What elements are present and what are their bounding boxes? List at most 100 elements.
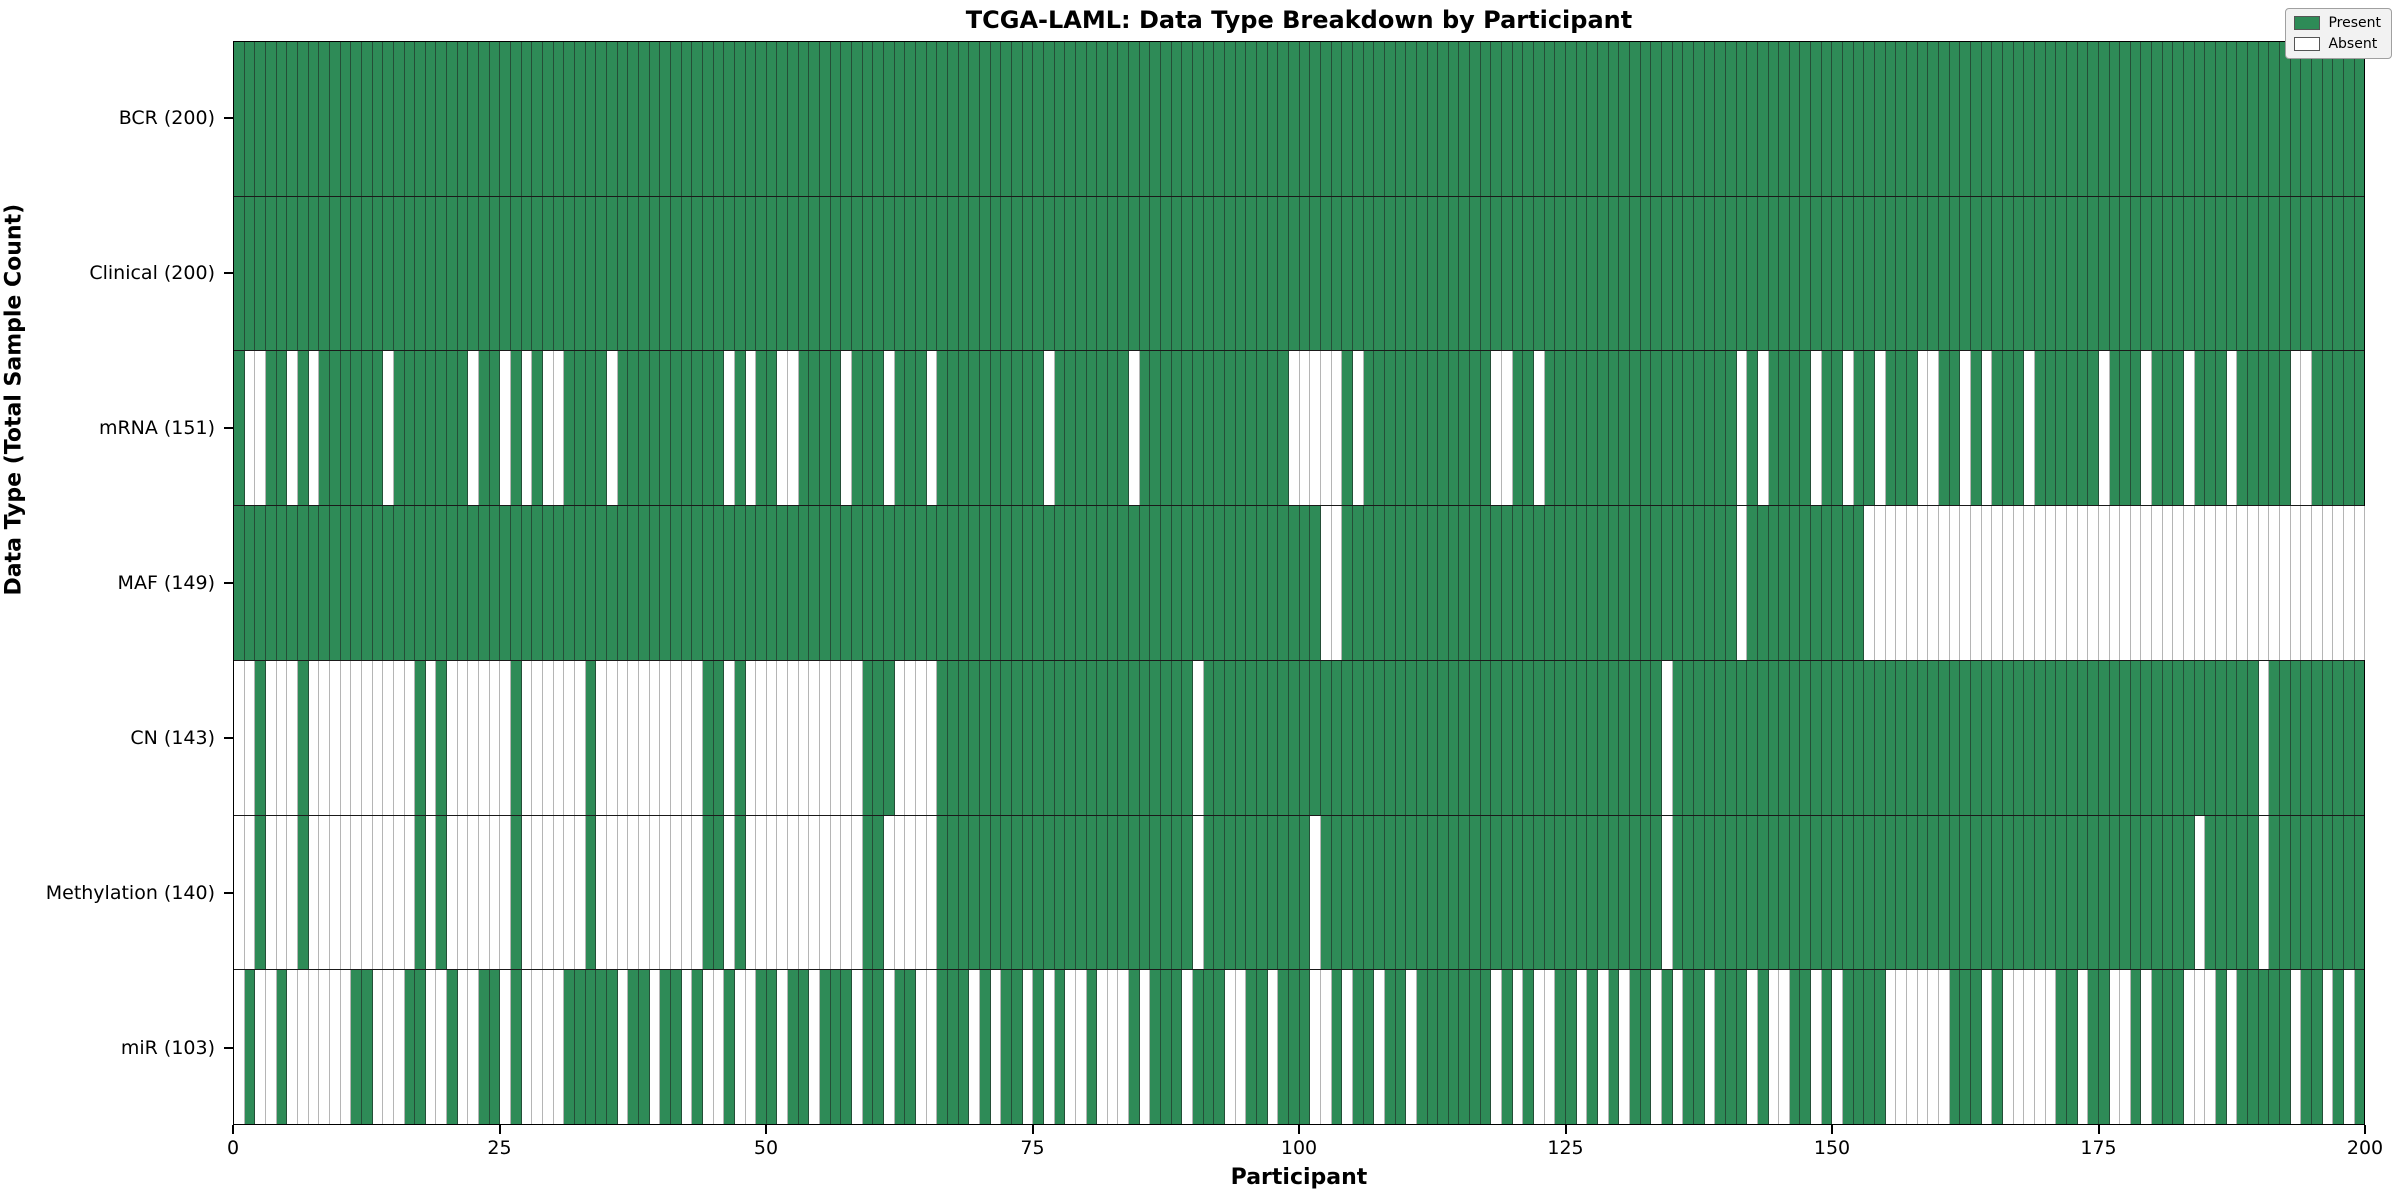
cell-mrna-p66-present [937,351,948,506]
cell-methylation-p100-present [1299,815,1311,970]
cell-clinical-p149-present [1821,196,1833,351]
cell-mir-p111-present [1416,970,1428,1125]
cell-methylation-p89-present [1182,815,1194,970]
cell-methylation-p27-absent [521,815,533,970]
cell-cn-p124-present [1555,660,1567,815]
cell-clinical-p161-present [1949,196,1961,351]
legend-label-absent: Absent [2328,36,2378,52]
cell-maf-p39-present [649,506,661,660]
cell-cn-p73-present [1011,660,1023,815]
cell-maf-p108-present [1384,506,1396,660]
cell-maf-p52-present [788,506,799,660]
cell-bcr-p174-present [2088,42,2099,196]
cell-mir-p194-present [2301,970,2312,1125]
cell-clinical-p148-present [1811,196,1822,351]
cell-mir-p129-present [1608,970,1620,1125]
cell-clinical-p15-present [393,196,405,351]
cell-bcr-p185-present [2205,42,2217,196]
cell-bcr-p9-present [329,42,341,196]
cell-maf-p174-absent [2088,506,2099,660]
cell-methylation-p77-present [1054,815,1066,970]
row-label-maf: MAF (149) [117,572,215,594]
cell-bcr-p12-present [361,42,373,196]
cell-mrna-p11-present [351,351,362,506]
cell-maf-p159-absent [1928,506,1939,660]
cell-methylation-p118-present [1491,815,1503,970]
cell-bcr-p68-present [958,42,970,196]
cell-mir-p113-present [1438,970,1449,1125]
cell-cn-p109-present [1395,660,1407,815]
cell-bcr-p40-present [660,42,671,196]
cell-maf-p41-present [670,506,682,660]
cell-mir-p158-absent [1917,970,1929,1125]
cell-maf-p21-present [457,506,469,660]
cell-cn-p15-absent [393,660,405,815]
cell-methylation-p42-absent [681,815,693,970]
cell-mir-p132-present [1640,970,1652,1125]
y-tick-clinical [224,272,233,275]
cell-methylation-p82-present [1107,815,1119,970]
cell-cn-p84-present [1129,660,1140,815]
cell-maf-p86-present [1150,506,1162,660]
cell-clinical-p125-present [1566,196,1577,351]
cell-methylation-p71-present [990,815,1002,970]
cell-cn-p116-present [1470,660,1481,815]
cell-clinical-p62-present [894,196,906,351]
cell-methylation-p19-present [436,815,448,970]
cell-methylation-p2-present [255,815,266,970]
heatmap-row-clinical [234,196,2365,352]
cell-clinical-p118-present [1491,196,1503,351]
cell-bcr-p167-present [2013,42,2025,196]
cell-methylation-p176-present [2109,815,2121,970]
cell-clinical-p79-present [1075,196,1087,351]
cell-mrna-p84-absent [1129,351,1140,506]
cell-cn-p80-present [1086,660,1098,815]
cell-cn-p169-present [2034,660,2046,815]
cell-cn-p23-absent [479,660,490,815]
cell-maf-p130-present [1619,506,1630,660]
cell-mir-p167-absent [2013,970,2025,1125]
cell-methylation-p68-present [958,815,970,970]
cell-bcr-p162-present [1960,42,1971,196]
legend-item-absent: Absent [2294,36,2381,52]
cell-mir-p185-absent [2205,970,2217,1125]
cell-cn-p184-present [2194,660,2206,815]
cell-methylation-p161-present [1949,815,1961,970]
cell-cn-p18-absent [425,660,437,815]
cell-maf-p170-absent [2045,506,2057,660]
cell-methylation-p128-present [1598,815,1609,970]
cell-clinical-p21-present [457,196,469,351]
cell-cn-p121-present [1523,660,1535,815]
cell-cn-p135-present [1672,660,1684,815]
cell-mir-p85-absent [1139,970,1151,1125]
cell-maf-p49-present [756,506,767,660]
cell-cn-p153-present [1864,660,1876,815]
cell-bcr-p139-present [1715,42,1726,196]
cell-clinical-p46-present [724,196,735,351]
cell-mrna-p133-present [1651,351,1662,506]
cell-mir-p27-absent [521,970,533,1125]
x-tick-mark-100 [1298,1125,1300,1134]
cell-clinical-p184-present [2194,196,2206,351]
cell-cn-p198-present [2343,660,2355,815]
cell-maf-p131-present [1629,506,1641,660]
cell-mrna-p136-present [1683,351,1694,506]
cell-bcr-p116-present [1470,42,1481,196]
cell-mrna-p169-present [2034,351,2046,506]
cell-methylation-p143-present [1757,815,1769,970]
cell-cn-p88-present [1171,660,1183,815]
cell-cn-p129-present [1608,660,1620,815]
cell-methylation-p193-present [2290,815,2302,970]
cell-clinical-p127-present [1587,196,1598,351]
cell-mir-p198-absent [2343,970,2355,1125]
cell-maf-p185-absent [2205,506,2217,660]
cell-mrna-p68-present [958,351,970,506]
cell-bcr-p23-present [479,42,490,196]
cell-cn-p46-absent [724,660,735,815]
cell-cn-p101-present [1310,660,1321,815]
cell-mrna-p48-absent [745,351,757,506]
cell-bcr-p60-present [873,42,885,196]
cell-mir-p29-absent [543,970,554,1125]
cell-maf-p61-present [884,506,895,660]
cell-mir-p70-present [979,970,991,1125]
